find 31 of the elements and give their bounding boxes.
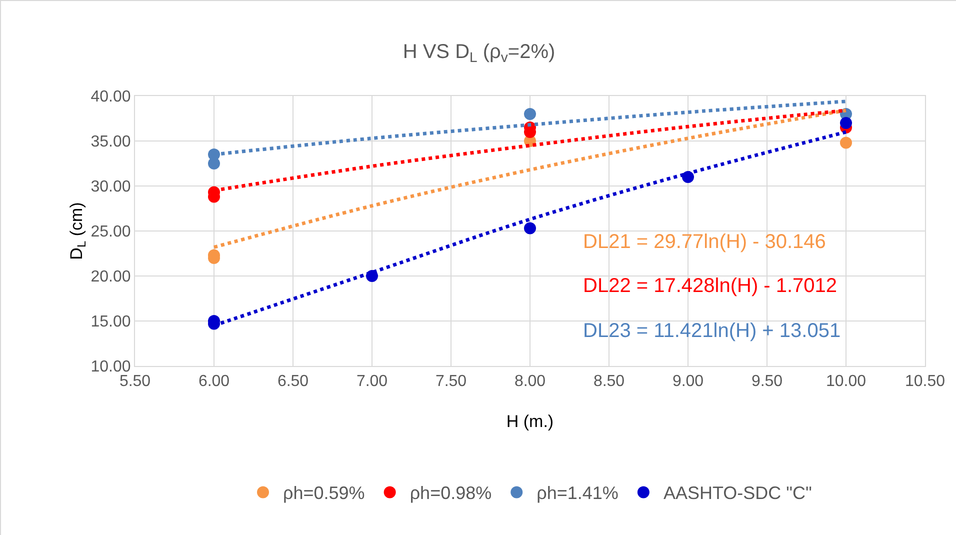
y-tick-label: 15.00 xyxy=(90,314,131,331)
y-tick-label: 40.00 xyxy=(90,88,131,106)
point xyxy=(524,108,536,120)
y-tick-label: 10.00 xyxy=(90,358,131,376)
legend-label: AASHTO-SDC "C" xyxy=(663,483,812,504)
y-tick-label: 30.00 xyxy=(90,178,131,196)
point xyxy=(840,117,852,129)
x-tick-label: 9.50 xyxy=(751,373,783,390)
y-tick-label: 20.00 xyxy=(90,268,131,286)
y-tick-label: 35.00 xyxy=(90,134,131,151)
legend-label: ρh=1.41% xyxy=(536,483,618,504)
x-tick-label: 8.00 xyxy=(514,373,546,390)
point xyxy=(840,136,852,149)
x-tick-label: 9.00 xyxy=(672,373,704,390)
point xyxy=(524,222,536,234)
y-tick-label: 25.00 xyxy=(90,224,131,241)
legend-label: ρh=0.59% xyxy=(283,483,365,504)
annotation: DL23 = 11.421ln(H) + 13.051 xyxy=(583,320,841,342)
x-tick-label: 10.00 xyxy=(826,373,866,390)
x-tick-label: 7.00 xyxy=(356,373,388,390)
annotation: DL22 = 17.428ln(H) - 1.7012 xyxy=(583,275,838,297)
x-axis-title: H (m.) xyxy=(506,412,554,431)
x-tick-label: 7.50 xyxy=(435,373,467,390)
x-tick-label: 6.50 xyxy=(277,373,309,390)
legend-label: ρh=0.98% xyxy=(410,483,492,504)
x-tick-label: 6.00 xyxy=(198,373,230,390)
chart-title: H VS D$_{L}$ (ρ$_{v}$=2%) xyxy=(402,40,556,65)
x-tick-label: 10.50 xyxy=(904,373,946,390)
x-tick-label: 5.50 xyxy=(119,373,151,390)
annotation: DL21 = 29.77ln(H) - 30.146 xyxy=(583,231,826,253)
x-tick-label: 8.50 xyxy=(593,373,625,390)
